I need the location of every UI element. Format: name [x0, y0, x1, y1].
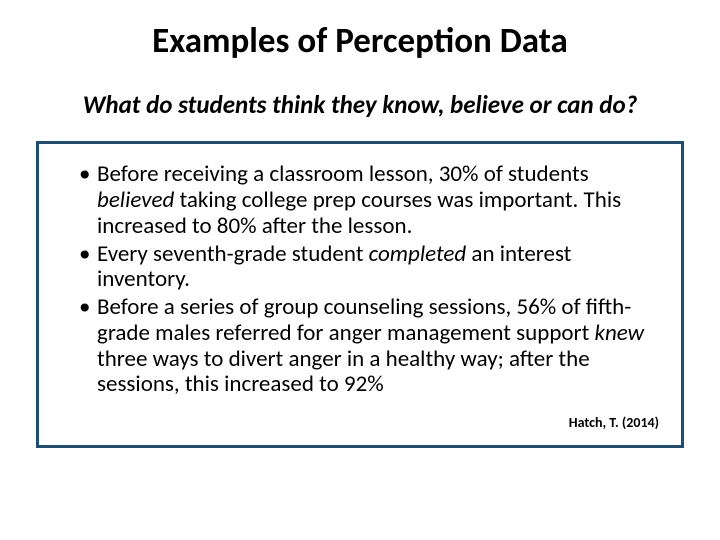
slide-title: Examples of Perception Data [34, 22, 686, 61]
bullet-text-em: completed [369, 240, 467, 268]
list-item: Before receiving a classroom lesson, 30%… [79, 162, 659, 239]
list-item: Before a series of group counseling sess… [79, 295, 659, 398]
bullet-text-pre: Before a series of group counseling sess… [97, 293, 631, 347]
bullet-text-pre: Before receiving a classroom lesson, 30%… [97, 160, 589, 188]
slide-subtitle: What do students think they know, believ… [34, 91, 686, 120]
bullet-text-post: three ways to divert anger in a healthy … [97, 345, 590, 399]
list-item: Every seventh-grade student completed an… [79, 242, 659, 294]
citation: Hatch, T. (2014) [61, 414, 659, 431]
bullet-text-post: taking college prep courses was importan… [97, 186, 621, 240]
bullet-text-em: believed [97, 186, 174, 214]
bullet-text-em: knew [594, 319, 644, 347]
slide: Examples of Perception Data What do stud… [0, 0, 720, 540]
bullet-text-pre: Every seventh-grade student [97, 240, 369, 268]
content-box: Before receiving a classroom lesson, 30%… [36, 141, 684, 448]
bullet-list: Before receiving a classroom lesson, 30%… [61, 162, 659, 398]
